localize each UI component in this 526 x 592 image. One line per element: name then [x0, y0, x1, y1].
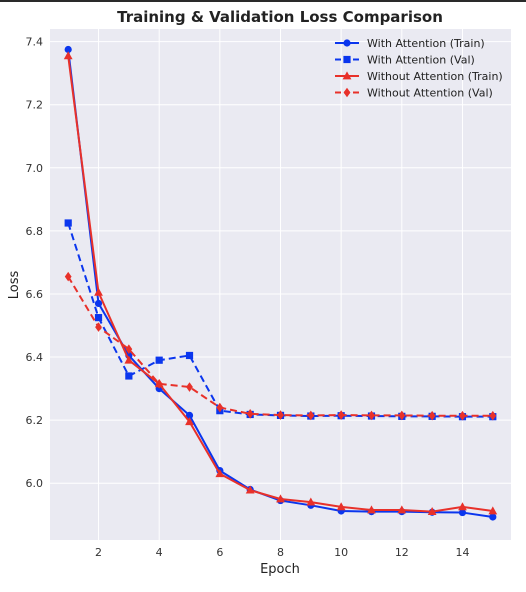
chart-title: Training & Validation Loss Comparison [117, 8, 443, 26]
data-point [94, 287, 103, 296]
y-tick-label: 6.0 [26, 477, 44, 490]
y-tick-label: 7.4 [26, 36, 44, 49]
data-point [94, 299, 103, 308]
data-point [489, 513, 497, 521]
data-point [64, 271, 72, 282]
data-point [427, 507, 437, 516]
x-tick-label: 4 [156, 546, 163, 559]
data-point [277, 410, 284, 420]
x-tick-label: 12 [395, 546, 409, 559]
x-tick-label: 6 [216, 546, 223, 559]
data-point [306, 497, 316, 506]
data-point [64, 219, 72, 227]
data-point [458, 508, 467, 517]
data-point [125, 372, 133, 380]
data-point [185, 411, 194, 420]
legend-entry: Without Attention (Val) [367, 87, 493, 100]
data-point [488, 506, 498, 515]
data-point [155, 379, 163, 389]
data-point [94, 314, 103, 322]
x-tick-label: 14 [455, 546, 469, 559]
y-tick-label: 6.4 [26, 351, 44, 364]
data-point [337, 410, 345, 420]
data-point [216, 402, 224, 413]
data-point [63, 51, 73, 60]
data-point [185, 351, 194, 360]
series-layer [63, 45, 498, 521]
data-point [64, 45, 72, 54]
data-point [458, 502, 467, 511]
legend-marker [343, 39, 351, 47]
data-point [215, 469, 225, 478]
x-tick-label: 10 [334, 546, 348, 559]
legend: With Attention (Train) With Attention (Va… [335, 37, 503, 100]
data-point [245, 485, 255, 494]
data-point [398, 410, 406, 421]
legend-entry: With Attention (Train) [367, 37, 485, 50]
data-point [95, 322, 102, 332]
top-border [0, 0, 526, 2]
data-point [459, 410, 466, 421]
data-point [428, 410, 436, 421]
data-point [125, 344, 133, 354]
legend-marker [343, 87, 351, 98]
x-tick-label: 2 [95, 546, 102, 559]
legend-entry: With Attention (Val) [367, 54, 475, 67]
y-tick-label: 6.2 [26, 414, 44, 427]
x-tick-label: 8 [277, 546, 284, 559]
data-point [186, 382, 193, 392]
data-point [124, 355, 134, 364]
data-point [246, 409, 254, 419]
data-point [307, 410, 315, 421]
y-axis-label: Loss [7, 271, 22, 300]
y-tick-label: 6.8 [26, 225, 44, 238]
legend-marker [342, 71, 352, 80]
series-4 [64, 271, 497, 421]
data-point [367, 505, 376, 514]
y-tick-label: 7.2 [26, 99, 44, 112]
legend-marker [343, 55, 351, 64]
data-point [155, 356, 163, 364]
legend-entry: Without Attention (Train) [367, 70, 503, 83]
data-point [336, 502, 346, 511]
tick-labels: 2 4 6 8 10 12 14 6.0 6.2 6.4 6.6 6.8 7.0 7.2 7.4 [26, 36, 470, 559]
data-point [489, 410, 497, 421]
x-axis-label: Epoch [260, 562, 300, 577]
y-tick-label: 7.0 [26, 162, 44, 175]
y-tick-label: 6.6 [26, 288, 44, 301]
data-point [276, 494, 285, 503]
data-point [368, 410, 375, 421]
data-point [185, 417, 194, 426]
data-point [397, 505, 407, 514]
